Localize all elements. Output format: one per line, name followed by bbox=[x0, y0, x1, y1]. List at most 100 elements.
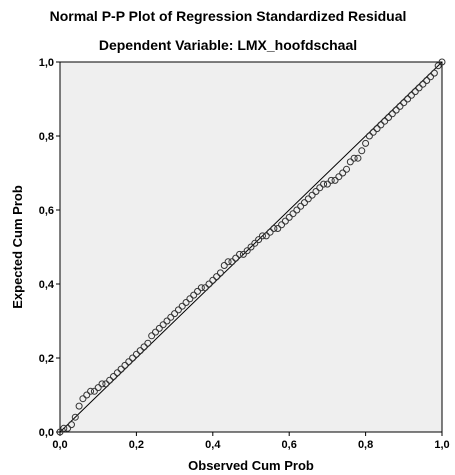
data-point bbox=[323, 180, 331, 188]
data-point bbox=[427, 73, 435, 81]
data-point bbox=[255, 236, 263, 244]
data-point bbox=[385, 114, 393, 121]
data-point bbox=[71, 413, 79, 421]
data-point bbox=[216, 269, 224, 277]
data-point bbox=[407, 91, 415, 99]
data-point bbox=[350, 154, 358, 162]
data-point bbox=[262, 232, 270, 240]
data-point bbox=[430, 69, 438, 77]
data-point bbox=[392, 106, 400, 114]
data-point bbox=[171, 310, 179, 318]
data-point bbox=[75, 402, 83, 410]
data-point bbox=[87, 387, 95, 395]
data-point bbox=[285, 213, 293, 221]
data-point bbox=[281, 217, 289, 225]
data-point bbox=[316, 184, 324, 192]
data-point bbox=[125, 358, 133, 366]
data-point bbox=[197, 284, 205, 292]
data-point bbox=[239, 250, 247, 258]
data-point bbox=[167, 313, 175, 321]
data-point bbox=[117, 365, 125, 373]
data-point bbox=[163, 317, 171, 325]
chart-subtitle: Dependent Variable: LMX_hoofdschaal bbox=[99, 37, 357, 53]
data-point bbox=[79, 395, 87, 403]
data-point bbox=[434, 62, 442, 70]
data-point bbox=[190, 291, 198, 299]
data-point bbox=[411, 88, 419, 96]
data-point bbox=[404, 95, 412, 103]
y-tick-label: 0,8 bbox=[39, 131, 54, 143]
data-point bbox=[132, 350, 140, 358]
data-point bbox=[327, 176, 335, 184]
data-point bbox=[64, 424, 72, 432]
data-point bbox=[159, 321, 167, 329]
data-point bbox=[201, 284, 209, 292]
data-point bbox=[358, 147, 366, 155]
data-point bbox=[304, 195, 312, 203]
data-point bbox=[278, 221, 286, 229]
data-point bbox=[335, 173, 343, 181]
x-tick-label: 0,4 bbox=[205, 439, 221, 451]
data-point bbox=[362, 139, 370, 147]
data-point bbox=[300, 199, 308, 207]
data-point bbox=[194, 287, 202, 295]
data-point bbox=[228, 258, 236, 266]
data-point bbox=[423, 77, 431, 84]
data-point bbox=[83, 391, 91, 399]
data-point bbox=[109, 373, 117, 380]
data-point bbox=[178, 302, 186, 310]
y-tick-label: 0,2 bbox=[39, 353, 54, 365]
x-axis-label: Observed Cum Prob bbox=[188, 458, 314, 473]
scatter-points bbox=[56, 58, 446, 436]
data-point bbox=[140, 343, 148, 351]
y-tick-label: 0,0 bbox=[39, 427, 54, 439]
data-point bbox=[297, 202, 305, 210]
data-point bbox=[274, 225, 282, 232]
data-point bbox=[438, 58, 446, 66]
data-point bbox=[232, 254, 240, 262]
data-point bbox=[60, 424, 68, 432]
data-point bbox=[67, 421, 75, 429]
data-point bbox=[266, 228, 274, 236]
data-point bbox=[94, 384, 102, 392]
data-point bbox=[270, 225, 278, 232]
data-point bbox=[136, 347, 144, 355]
x-tick-label: 1,0 bbox=[434, 439, 449, 451]
data-point bbox=[113, 369, 121, 377]
data-point bbox=[346, 158, 354, 166]
data-point bbox=[213, 273, 221, 281]
data-point bbox=[106, 376, 114, 384]
data-point bbox=[152, 328, 159, 336]
data-point bbox=[251, 239, 259, 247]
x-tick-label: 0,2 bbox=[129, 439, 144, 451]
data-point bbox=[400, 99, 408, 107]
data-point bbox=[186, 295, 194, 303]
y-tick-label: 0,4 bbox=[39, 279, 55, 291]
data-point bbox=[220, 262, 228, 269]
data-point bbox=[90, 387, 98, 395]
data-point bbox=[209, 276, 217, 284]
x-tick-label: 0,6 bbox=[282, 439, 297, 451]
data-point bbox=[129, 354, 137, 362]
data-point bbox=[293, 206, 301, 214]
data-point bbox=[415, 84, 423, 92]
data-point bbox=[155, 324, 163, 332]
data-point bbox=[224, 258, 232, 266]
data-point bbox=[373, 125, 381, 133]
data-point bbox=[289, 210, 297, 218]
y-tick-label: 0,6 bbox=[39, 205, 54, 217]
y-tick-label: 1,0 bbox=[39, 57, 54, 69]
data-point bbox=[243, 247, 251, 255]
data-point bbox=[369, 128, 377, 136]
data-point bbox=[102, 380, 110, 388]
y-axis: 0,0 0,2 0,4 0,6 0,8 1,0 bbox=[39, 57, 60, 439]
data-point bbox=[144, 339, 152, 347]
data-point bbox=[381, 117, 389, 125]
data-point bbox=[331, 176, 339, 184]
x-axis: 0,0 0,2 0,4 0,6 0,8 1,0 bbox=[52, 432, 450, 451]
chart-title: Normal P-P Plot of Regression Standardiz… bbox=[50, 8, 407, 24]
y-axis-label: Expected Cum Prob bbox=[10, 185, 25, 309]
data-point bbox=[148, 332, 156, 340]
x-tick-label: 0,0 bbox=[52, 439, 67, 451]
